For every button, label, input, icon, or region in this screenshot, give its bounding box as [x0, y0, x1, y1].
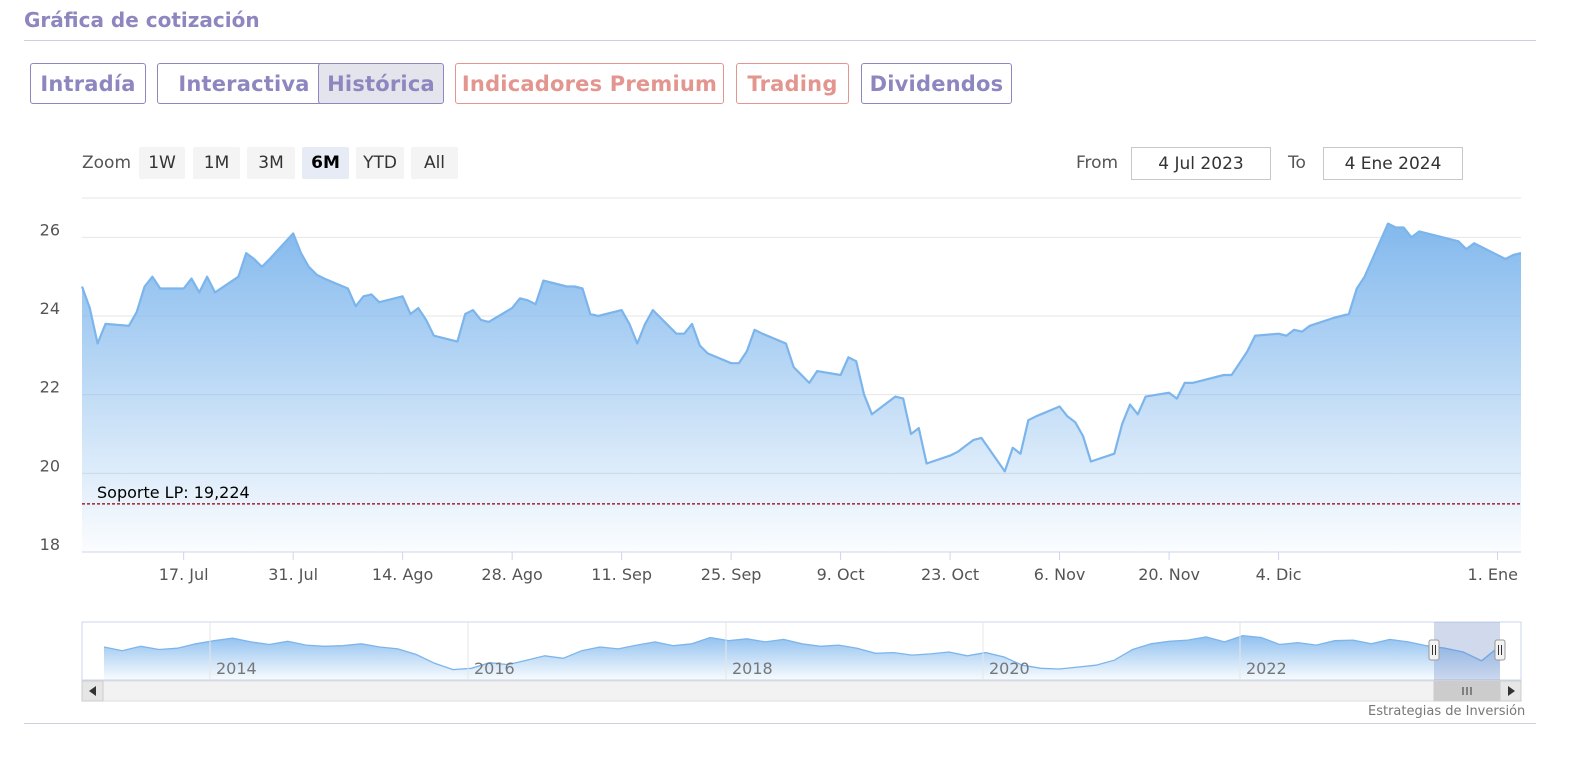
zoom-1m-button[interactable]: 1M — [193, 147, 240, 179]
from-label: From — [1076, 153, 1119, 173]
navigator[interactable]: 2014 2016 2018 2020 2022 — [81, 621, 1522, 681]
x-tick-label: 31. Jul — [268, 565, 318, 584]
to-date-input[interactable] — [1323, 147, 1463, 180]
tab-trading[interactable]: Trading — [736, 63, 849, 104]
credits-text: Estrategias de Inversión — [1368, 704, 1526, 719]
handle-grip — [1428, 639, 1440, 661]
x-tick-label: 28. Ago — [481, 565, 542, 584]
tab-historica[interactable]: Histórica — [318, 63, 444, 104]
from-date-input[interactable] — [1131, 147, 1271, 180]
y-tick-label: 22 — [40, 378, 60, 397]
section-title: Gráfica de cotización — [24, 8, 260, 32]
navigator-tick-label: 2020 — [989, 659, 1030, 678]
price-area-fill — [82, 223, 1521, 552]
x-tick-label: 9. Oct — [817, 565, 865, 584]
x-tick-label: 17. Jul — [159, 565, 209, 584]
navigator-area — [104, 635, 1500, 680]
x-tick-label: 20. Nov — [1138, 565, 1200, 584]
arrow-right-icon — [1508, 686, 1515, 696]
price-line — [80, 222, 1522, 473]
title-divider — [24, 40, 1536, 41]
zoom-3m-button[interactable]: 3M — [247, 147, 295, 179]
navigator-line — [103, 635, 1501, 671]
bottom-divider — [24, 723, 1536, 724]
zoom-1w-button[interactable]: 1W — [139, 147, 185, 179]
x-tick-label: 25. Sep — [701, 565, 762, 584]
x-tick-label: 1. Ene — [1468, 565, 1518, 584]
support-line-label: Soporte LP: 19,224 — [97, 483, 250, 502]
handle-grip — [1494, 639, 1506, 661]
navigator-tick-label: 2018 — [732, 659, 773, 678]
navigator-handle-left[interactable] — [1428, 639, 1440, 661]
x-tick-label: 6. Nov — [1034, 565, 1086, 584]
tab-interactiva[interactable]: Interactiva — [157, 63, 331, 104]
support-line-group: Soporte LP: 19,224 — [82, 483, 1521, 505]
navigator-handle-right[interactable] — [1494, 639, 1506, 661]
x-tick-label: 4. Dic — [1256, 565, 1302, 584]
navigator-tick-label: 2014 — [216, 659, 257, 678]
price-area — [80, 222, 1522, 552]
axes: 18 20 22 24 26 17. Jul 31. Jul 14. Ago 28. Ago 11… — [40, 220, 1521, 584]
tab-intradia[interactable]: Intradía — [30, 63, 146, 104]
tab-dividendos[interactable]: Dividendos — [861, 63, 1012, 104]
y-tick-label: 20 — [40, 456, 60, 475]
x-tick-label: 11. Sep — [591, 565, 652, 584]
navigator-tick-label: 2016 — [474, 659, 515, 678]
tab-indicadores-premium[interactable]: Indicadores Premium — [455, 63, 724, 104]
x-tick-label: 23. Oct — [921, 565, 979, 584]
navigator-tick-label: 2022 — [1246, 659, 1287, 678]
zoom-all-button[interactable]: All — [411, 147, 458, 179]
y-tick-label: 24 — [40, 299, 60, 318]
navigator-selection — [1434, 622, 1500, 680]
scrollbar[interactable] — [81, 680, 1522, 702]
x-tick-label: 14. Ago — [372, 565, 433, 584]
y-tick-label: 18 — [40, 535, 60, 554]
scrollbar-track — [81, 680, 1522, 702]
y-tick-label: 26 — [40, 220, 60, 239]
zoom-6m-button[interactable]: 6M — [302, 147, 349, 179]
zoom-ytd-button[interactable]: YTD — [356, 147, 404, 179]
zoom-label: Zoom — [82, 153, 132, 173]
to-label: To — [1288, 153, 1306, 173]
arrow-left-icon — [89, 686, 96, 696]
